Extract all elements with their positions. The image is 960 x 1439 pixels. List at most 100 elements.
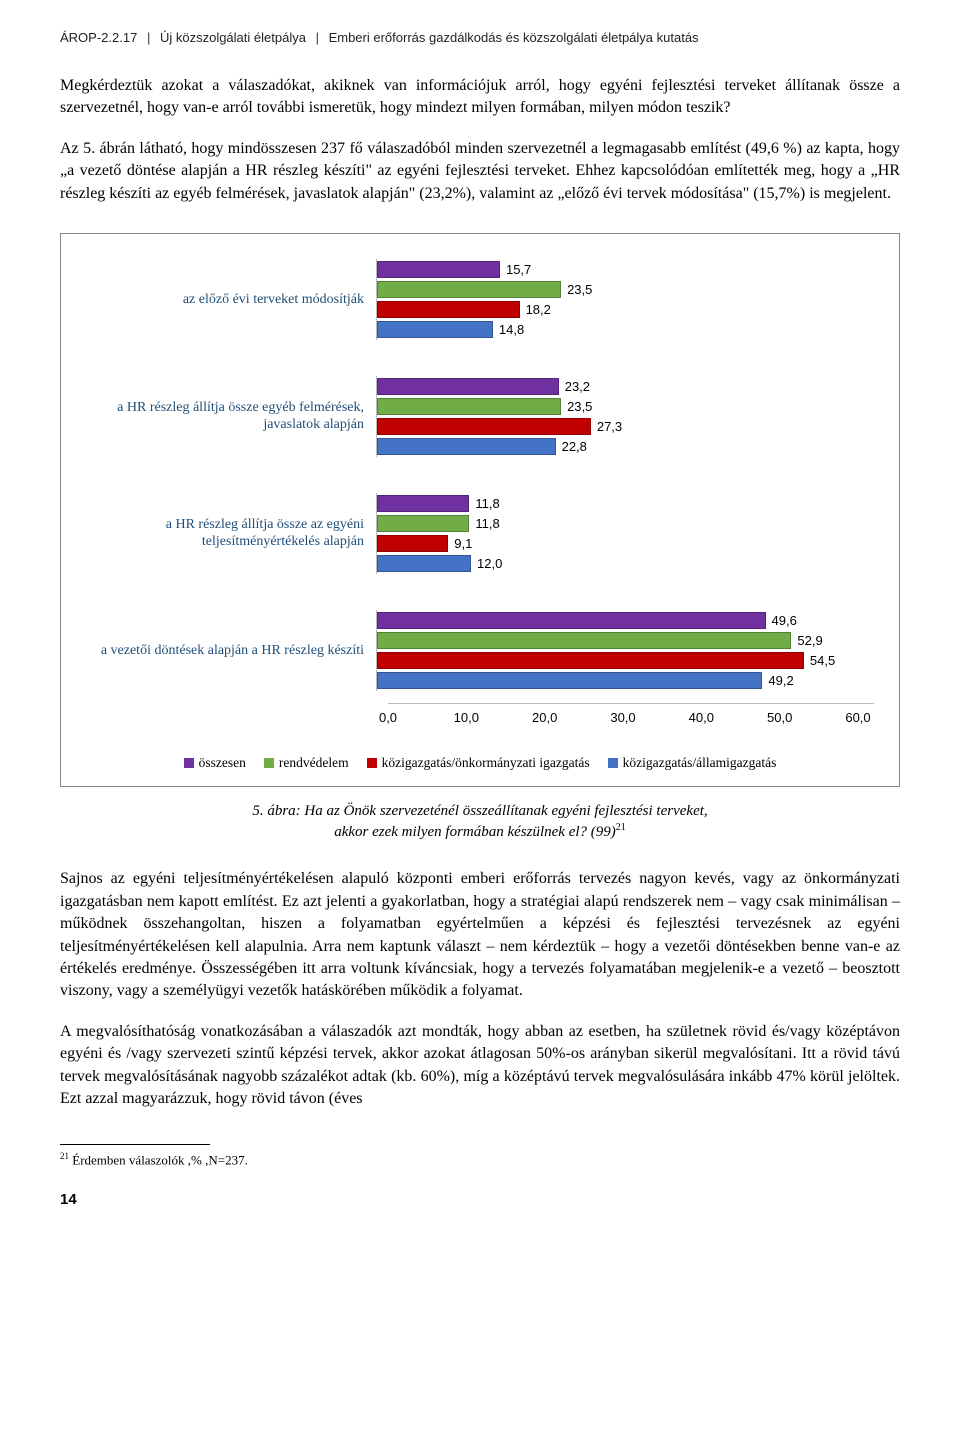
legend-label: közigazgatás/államigazgatás bbox=[623, 755, 777, 771]
header-title2: Emberi erőforrás gazdálkodás és közszolg… bbox=[329, 30, 699, 45]
legend-label: összesen bbox=[199, 755, 246, 771]
chart-bar-wrap: 23,5 bbox=[377, 397, 874, 416]
chart-bar bbox=[377, 398, 561, 415]
chart-bar-wrap: 15,7 bbox=[377, 260, 874, 279]
chart-bar-label: 23,2 bbox=[565, 379, 590, 394]
chart-group: a HR részleg állítja össze egyéb felméré… bbox=[86, 376, 874, 457]
chart-bar bbox=[377, 438, 556, 455]
chart-group: a HR részleg állítja össze az egyéni tel… bbox=[86, 493, 874, 574]
footnote: 21 Érdemben válaszolók ,% ,N=237. bbox=[60, 1151, 900, 1168]
chart-bar-wrap: 11,8 bbox=[377, 494, 874, 513]
legend-swatch bbox=[264, 758, 274, 768]
chart-bar bbox=[377, 321, 493, 338]
chart-bar-label: 22,8 bbox=[562, 439, 587, 454]
legend-item: rendvédelem bbox=[264, 755, 349, 771]
chart-group: a vezetői döntések alapján a HR részleg … bbox=[86, 610, 874, 691]
chart-rows: az előző évi terveket módosítják 15,7 23,5… bbox=[86, 259, 874, 691]
chart-bar-label: 18,2 bbox=[526, 302, 551, 317]
chart-group-label: az előző évi terveket módosítják bbox=[86, 291, 376, 309]
chart-group-label: a HR részleg állítja össze egyéb felméré… bbox=[86, 399, 376, 434]
chart-bar-wrap: 52,9 bbox=[377, 631, 874, 650]
chart-bar-wrap: 12,0 bbox=[377, 554, 874, 573]
chart-bar-label: 23,5 bbox=[567, 282, 592, 297]
chart-bar-label: 54,5 bbox=[810, 653, 835, 668]
chart-group: az előző évi terveket módosítják 15,7 23,5… bbox=[86, 259, 874, 340]
header-code: ÁROP-2.2.17 bbox=[60, 30, 137, 45]
legend-label: rendvédelem bbox=[279, 755, 349, 771]
chart-bar-wrap: 49,6 bbox=[377, 611, 874, 630]
legend-swatch bbox=[184, 758, 194, 768]
chart-bar bbox=[377, 632, 791, 649]
chart-bars: 23,2 23,5 27,3 22,8 bbox=[376, 376, 874, 457]
chart-group-label: a vezetői döntések alapján a HR részleg … bbox=[86, 642, 376, 660]
page-header: ÁROP-2.2.17 | Új közszolgálati életpálya… bbox=[60, 30, 900, 45]
chart-bar-label: 12,0 bbox=[477, 556, 502, 571]
chart-bar-label: 15,7 bbox=[506, 262, 531, 277]
chart-xtick: 20,0 bbox=[532, 710, 557, 725]
chart-bar bbox=[377, 672, 762, 689]
chart-xtick: 30,0 bbox=[610, 710, 635, 725]
paragraph-1-text: Megkérdeztük azokat a válaszadókat, akik… bbox=[60, 77, 900, 116]
figure-caption: 5. ábra: Ha az Önök szervezeténél összeá… bbox=[60, 801, 900, 843]
chart-bar-label: 27,3 bbox=[597, 419, 622, 434]
footnote-rule bbox=[60, 1144, 210, 1145]
header-title1: Új közszolgálati életpálya bbox=[160, 30, 306, 45]
chart-bar-wrap: 9,1 bbox=[377, 534, 874, 553]
chart-bar-wrap: 14,8 bbox=[377, 320, 874, 339]
chart-bar bbox=[377, 515, 469, 532]
chart-xtick: 0,0 bbox=[379, 710, 397, 725]
legend-swatch bbox=[367, 758, 377, 768]
paragraph-3-text: Sajnos az egyéni teljesítményértékelésen… bbox=[60, 870, 900, 999]
caption-line2: akkor ezek milyen formában készülnek el?… bbox=[334, 824, 616, 840]
chart-bar bbox=[377, 535, 448, 552]
legend-item: összesen bbox=[184, 755, 246, 771]
paragraph-2-text: Az 5. ábrán látható, hogy mindösszesen 2… bbox=[60, 140, 900, 202]
bar-chart: az előző évi terveket módosítják 15,7 23,5… bbox=[60, 233, 900, 787]
chart-bar bbox=[377, 281, 561, 298]
chart-legend: összesen rendvédelem közigazgatás/önkormán… bbox=[86, 755, 874, 771]
paragraph-2: Az 5. ábrán látható, hogy mindösszesen 2… bbox=[60, 138, 900, 205]
chart-xaxis: 0,010,020,030,040,050,060,0 bbox=[388, 703, 874, 729]
chart-bar-wrap: 11,8 bbox=[377, 514, 874, 533]
chart-bar bbox=[377, 555, 471, 572]
caption-sup: 21 bbox=[616, 822, 626, 833]
chart-bars: 15,7 23,5 18,214,8 bbox=[376, 259, 874, 340]
chart-bar-label: 11,8 bbox=[475, 516, 499, 531]
chart-bar-wrap: 23,2 bbox=[377, 377, 874, 396]
legend-item: közigazgatás/önkormányzati igazgatás bbox=[367, 755, 590, 771]
chart-bar-label: 9,1 bbox=[454, 536, 472, 551]
footnote-sup: 21 bbox=[60, 1151, 69, 1161]
chart-bar-wrap: 23,5 bbox=[377, 280, 874, 299]
chart-bar bbox=[377, 612, 766, 629]
paragraph-1: Megkérdeztük azokat a válaszadókat, akik… bbox=[60, 75, 900, 120]
header-sep: | bbox=[147, 30, 150, 45]
chart-xtick: 60,0 bbox=[845, 710, 870, 725]
chart-bar-wrap: 27,3 bbox=[377, 417, 874, 436]
chart-bar-label: 11,8 bbox=[475, 496, 499, 511]
legend-item: közigazgatás/államigazgatás bbox=[608, 755, 777, 771]
chart-bar-wrap: 54,5 bbox=[377, 651, 874, 670]
chart-bar-label: 23,5 bbox=[567, 399, 592, 414]
chart-bar-wrap: 22,8 bbox=[377, 437, 874, 456]
chart-bar bbox=[377, 301, 520, 318]
header-sep: | bbox=[316, 30, 319, 45]
chart-bar-label: 49,6 bbox=[772, 613, 797, 628]
chart-bar-label: 52,9 bbox=[797, 633, 822, 648]
paragraph-4-text: A megvalósíthatóság vonatkozásában a vál… bbox=[60, 1023, 900, 1107]
legend-swatch bbox=[608, 758, 618, 768]
chart-bar-wrap: 18,2 bbox=[377, 300, 874, 319]
chart-bar-label: 14,8 bbox=[499, 322, 524, 337]
footnote-text: Érdemben válaszolók ,% ,N=237. bbox=[69, 1153, 248, 1168]
chart-bar bbox=[377, 418, 591, 435]
page-number: 14 bbox=[60, 1191, 900, 1208]
chart-xtick: 40,0 bbox=[689, 710, 714, 725]
caption-line1: 5. ábra: Ha az Önök szervezeténél összeá… bbox=[252, 803, 707, 819]
chart-bar-wrap: 49,2 bbox=[377, 671, 874, 690]
chart-bars: 11,811,89,112,0 bbox=[376, 493, 874, 574]
paragraph-4: A megvalósíthatóság vonatkozásában a vál… bbox=[60, 1021, 900, 1111]
chart-bar bbox=[377, 261, 500, 278]
chart-xtick: 10,0 bbox=[454, 710, 479, 725]
paragraph-3: Sajnos az egyéni teljesítményértékelésen… bbox=[60, 868, 900, 1002]
legend-label: közigazgatás/önkormányzati igazgatás bbox=[382, 755, 590, 771]
chart-xtick: 50,0 bbox=[767, 710, 792, 725]
